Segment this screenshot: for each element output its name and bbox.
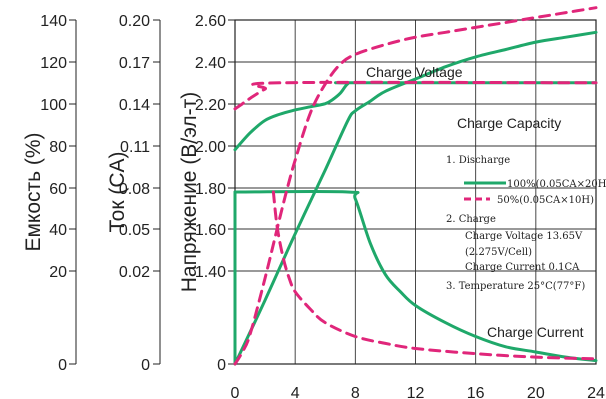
x-tick-label-0: 0	[231, 385, 240, 399]
legend-charge-line-3: Charge Current 0.1CA	[465, 262, 580, 273]
legend-temperature: 3. Temperature 25°C(77°F)	[446, 281, 585, 292]
axis-1-tick-label-2: 0.14	[119, 97, 150, 114]
axis-0-tick-label-5: 40	[49, 222, 67, 239]
axis-1-tick-label-6: 0.02	[119, 264, 150, 281]
legend-charge-line-2: (2.275V/Cell)	[465, 247, 532, 258]
axis-2-tick-label-5: 1.60	[195, 222, 226, 239]
label-charge-voltage: Charge Voltage	[366, 64, 463, 80]
series-lines	[233, 6, 598, 366]
legend-charge-heading: 2. Charge	[446, 214, 496, 225]
axis-1-tick-label-4: 0.08	[119, 181, 150, 198]
axis-2-tick-label-1: 2.40	[195, 55, 226, 72]
x-tick-label-1: 4	[291, 385, 300, 399]
axis-0-tick-label-6: 20	[49, 264, 67, 281]
axis-0-tick-label-4: 60	[49, 181, 67, 198]
axis-0-tick-label-7: 0	[58, 357, 67, 374]
axis-0-tick-label-2: 100	[40, 97, 67, 114]
axis-title-1: Ток (CA)	[106, 151, 129, 232]
axis-2-tick-label-6: 1.40	[195, 264, 226, 281]
axis-2-tick-label-0: 2.60	[195, 13, 226, 30]
x-tick-label-5: 20	[527, 385, 545, 399]
legend-box: 1. Discharge 100%(0.05CA×20H) 50%(0.05CA…	[446, 155, 606, 292]
x-tick-label-4: 16	[467, 385, 485, 399]
axis-1-tick-label-1: 0.17	[119, 55, 150, 72]
current-curve-100	[233, 190, 598, 363]
axis-1-tick-label-5: 0.05	[119, 222, 150, 239]
axis-2-tick-label-2: 2.20	[195, 97, 226, 114]
axis-0-tick-label-0: 140	[40, 13, 67, 30]
axis-1-tick-label-7: 0	[141, 357, 150, 374]
voltage-curve-50	[233, 80, 598, 111]
axis-2-tick-label-7: 0	[217, 357, 226, 374]
axis-0-tick-label-3: 80	[49, 139, 67, 156]
legend-label-100: 100%(0.05CA×20H)	[507, 179, 606, 190]
axis-2-tick-label-3: 2.00	[195, 139, 226, 156]
axis-1-tick-label-0: 0.20	[119, 13, 150, 30]
current-curve-50	[271, 190, 598, 361]
axis-title-2: Напряжение (В/эл-т)	[178, 92, 201, 293]
axis-0-tick-label-1: 120	[40, 55, 67, 72]
x-tick-label-3: 12	[407, 385, 425, 399]
label-charge-capacity: Charge Capacity	[457, 115, 561, 131]
label-charge-current: Charge Current	[487, 324, 584, 340]
legend-discharge-heading: 1. Discharge	[446, 155, 510, 166]
x-tick-label-6: 24	[587, 385, 605, 399]
axis-1-tick-label-3: 0.11	[120, 139, 150, 156]
axis-title-0: Емкость (%)	[22, 132, 45, 251]
legend-label-50: 50%(0.05CA×10H)	[497, 195, 594, 206]
axis-2-tick-label-4: 1.80	[195, 181, 226, 198]
capacity-curve-50	[233, 6, 598, 366]
legend-charge-line-1: Charge Voltage 13.65V	[465, 231, 583, 242]
x-tick-label-2: 8	[351, 385, 360, 399]
capacity-curve-100	[233, 30, 598, 366]
